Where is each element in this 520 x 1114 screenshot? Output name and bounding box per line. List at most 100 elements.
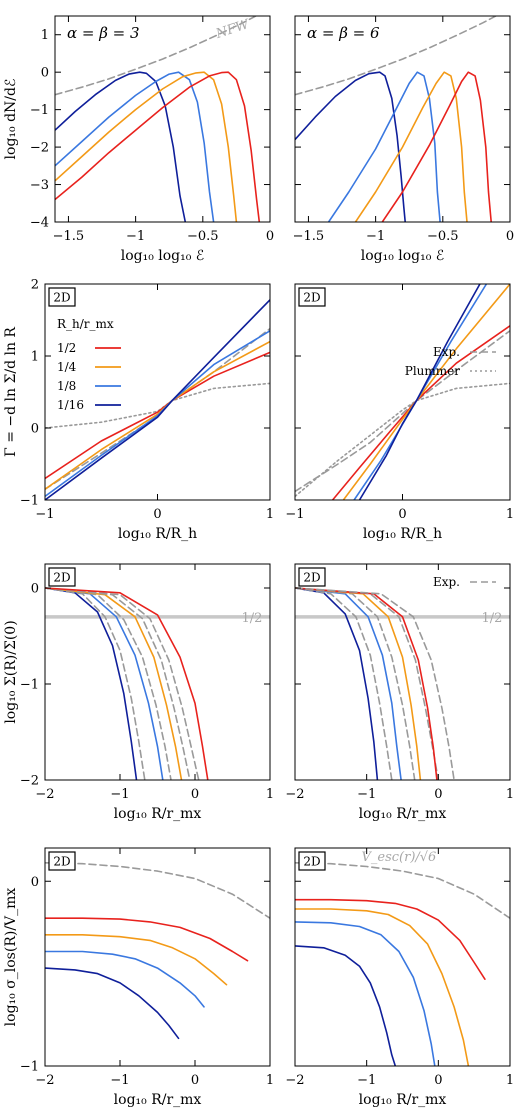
legend-label: Exp. bbox=[433, 345, 460, 359]
panel-p8: −2 −1 0 1 log₁₀ R/r_mx 2D V_esc(r)/√6 bbox=[285, 847, 514, 1108]
series-line-darkblue bbox=[358, 284, 481, 500]
x-tick-label: 1 bbox=[506, 787, 514, 802]
y-axis-label: log₁₀ dN/dℰ bbox=[3, 79, 19, 160]
dimension-tag-box bbox=[48, 287, 76, 307]
plot-area bbox=[45, 862, 270, 1040]
plot-area bbox=[295, 284, 510, 500]
series-line-grey-dash bbox=[295, 862, 510, 919]
x-tick-label: −2 bbox=[285, 1073, 304, 1088]
legend-label: Plummer bbox=[405, 364, 461, 378]
dimension-tag: 2D bbox=[303, 855, 320, 869]
plot-area bbox=[45, 299, 270, 500]
axes-frame bbox=[44, 563, 271, 781]
y-axis-label: Γ = −d ln Σ/d ln R bbox=[3, 327, 19, 457]
axes-frame bbox=[294, 563, 511, 781]
series-line-grey-dash bbox=[295, 16, 498, 96]
x-axis-label: log₁₀ R/r_mx bbox=[114, 806, 202, 822]
y-axis-label: log₁₀ σ_los(R)/V_mx bbox=[3, 888, 19, 1027]
y-tick-label: 0 bbox=[31, 875, 39, 890]
plot-area bbox=[295, 16, 498, 222]
x-tick-label: 0 bbox=[398, 507, 406, 522]
x-tick-label: −2 bbox=[35, 787, 54, 802]
y-tick-label: 2 bbox=[31, 278, 39, 293]
dimension-tag: 2D bbox=[53, 291, 70, 305]
series-line-orange bbox=[342, 284, 510, 500]
y-axis-label: log₁₀ Σ(R)/Σ(0) bbox=[3, 620, 19, 723]
series-line-red bbox=[55, 71, 261, 222]
panel-p6: −2 −1 0 1 log₁₀ R/r_mx 2D 1/2 Exp. bbox=[285, 563, 514, 822]
panel-p5: −2 −1 0 1 −2 −1 0 log₁₀ R/r_mx log₁₀ Σ(R)/Σ(0) 2D… bbox=[3, 563, 274, 822]
legend-label: Exp. bbox=[433, 575, 460, 589]
x-tick-label: −1 bbox=[366, 229, 385, 244]
series-line-darkblue bbox=[55, 71, 187, 222]
annotation: NFW bbox=[213, 17, 252, 43]
axes-frame bbox=[44, 847, 271, 1067]
series-line-lightblue bbox=[45, 950, 205, 1008]
plot-area bbox=[295, 587, 510, 780]
y-tick-label: 0 bbox=[41, 66, 49, 81]
x-tick-label: −1 bbox=[357, 787, 376, 802]
x-axis-label: log₁₀ log₁₀ ℰ bbox=[121, 248, 205, 264]
x-axis-label: log₁₀ log₁₀ ℰ bbox=[361, 248, 445, 264]
y-tick-label: −3 bbox=[30, 178, 49, 193]
dimension-tag-box bbox=[298, 851, 326, 871]
x-tick-label: 1 bbox=[506, 507, 514, 522]
y-tick-label: −1 bbox=[20, 494, 39, 509]
series-line-grey-dash bbox=[295, 330, 510, 493]
dimension-tag-box bbox=[48, 567, 76, 587]
dimension-tag: 2D bbox=[53, 571, 70, 585]
y-tick-label: 0 bbox=[31, 422, 39, 437]
x-axis-label: log₁₀ R/r_mx bbox=[359, 1092, 447, 1108]
dimension-tag-box bbox=[48, 851, 76, 871]
panel-p4: −1 0 1 log₁₀ R/R_h 2D Exp. Plummer bbox=[285, 283, 514, 542]
y-tick-label: 1 bbox=[41, 28, 49, 43]
series-line-grey-dash bbox=[45, 587, 200, 780]
series-line-orange bbox=[45, 934, 228, 986]
x-tick-label: 0 bbox=[434, 787, 442, 802]
series-line-darkblue bbox=[45, 967, 180, 1040]
x-tick-label: −1 bbox=[126, 229, 145, 244]
dimension-tag-box bbox=[298, 287, 326, 307]
series-line-orange bbox=[295, 908, 470, 1066]
plot-area bbox=[55, 16, 261, 222]
x-tick-label: 1 bbox=[266, 787, 274, 802]
panel-p2: −1.5 −1 −0.5 0 log₁₀ log₁₀ ℰ α = β = 6 bbox=[293, 15, 514, 264]
axes-frame bbox=[294, 15, 511, 223]
x-tick-label: −2 bbox=[35, 1073, 54, 1088]
x-tick-label: −1.5 bbox=[293, 229, 325, 244]
series-line-orange bbox=[55, 71, 238, 222]
y-tick-label: −1 bbox=[20, 1060, 39, 1075]
x-axis-label: log₁₀ R/r_mx bbox=[114, 1092, 202, 1108]
x-tick-label: 1 bbox=[266, 1073, 274, 1088]
legend: Exp. Plummer bbox=[405, 345, 496, 378]
half-level-label: 1/2 bbox=[242, 611, 263, 626]
series-line-red bbox=[45, 587, 209, 780]
half-level-label: 1/2 bbox=[482, 611, 503, 626]
series-line-lightblue bbox=[55, 71, 215, 222]
x-tick-label: −0.5 bbox=[187, 229, 219, 244]
series-line-grey-dot bbox=[295, 382, 510, 498]
legend-label: 1/16 bbox=[57, 398, 84, 412]
series-line-red bbox=[295, 898, 486, 980]
series-line-grey-dash bbox=[45, 587, 172, 780]
panel-label: α = β = 3 bbox=[67, 24, 140, 42]
x-tick-label: 0 bbox=[191, 1073, 199, 1088]
panel-label: α = β = 6 bbox=[307, 24, 380, 42]
x-tick-label: −1.5 bbox=[53, 229, 85, 244]
axes-frame bbox=[294, 283, 511, 501]
x-tick-label: −0.5 bbox=[427, 229, 459, 244]
x-axis-label: log₁₀ R/r_mx bbox=[359, 806, 447, 822]
y-tick-label: −2 bbox=[20, 774, 39, 789]
x-tick-label: 0 bbox=[266, 229, 274, 244]
series-line-grey-dash bbox=[295, 587, 416, 780]
series-line-red bbox=[381, 71, 492, 222]
x-tick-label: −1 bbox=[35, 507, 54, 522]
series-line-grey-dash bbox=[45, 862, 270, 919]
x-axis-label: log₁₀ R/R_h bbox=[363, 526, 442, 542]
x-tick-label: −1 bbox=[110, 787, 129, 802]
axes-frame bbox=[294, 847, 511, 1067]
series-line-red bbox=[45, 917, 249, 962]
x-tick-label: −1 bbox=[285, 507, 304, 522]
